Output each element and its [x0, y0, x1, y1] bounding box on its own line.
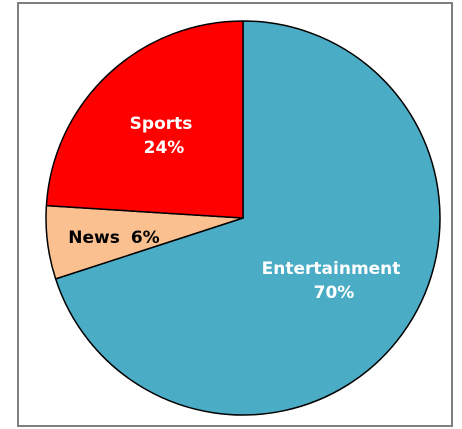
label-news: News 6%	[68, 228, 159, 248]
pie-chart: Entertainment 70% News 6% Sports 24%	[45, 20, 441, 416]
label-entertainment: Entertainment 70%	[262, 259, 407, 303]
label-sports: Sports 24%	[130, 114, 199, 158]
slice-sports	[45, 20, 244, 219]
label-news-name: News	[68, 228, 120, 248]
label-sports-name: Sports	[130, 114, 193, 134]
chart-frame: Entertainment 70% News 6% Sports 24%	[17, 2, 453, 427]
label-entertainment-value: 70%	[314, 283, 355, 303]
slice-entertainment	[54, 20, 441, 416]
label-entertainment-name: Entertainment	[262, 259, 401, 279]
label-sports-value: 24%	[144, 138, 185, 158]
label-news-value: 6%	[131, 228, 160, 248]
